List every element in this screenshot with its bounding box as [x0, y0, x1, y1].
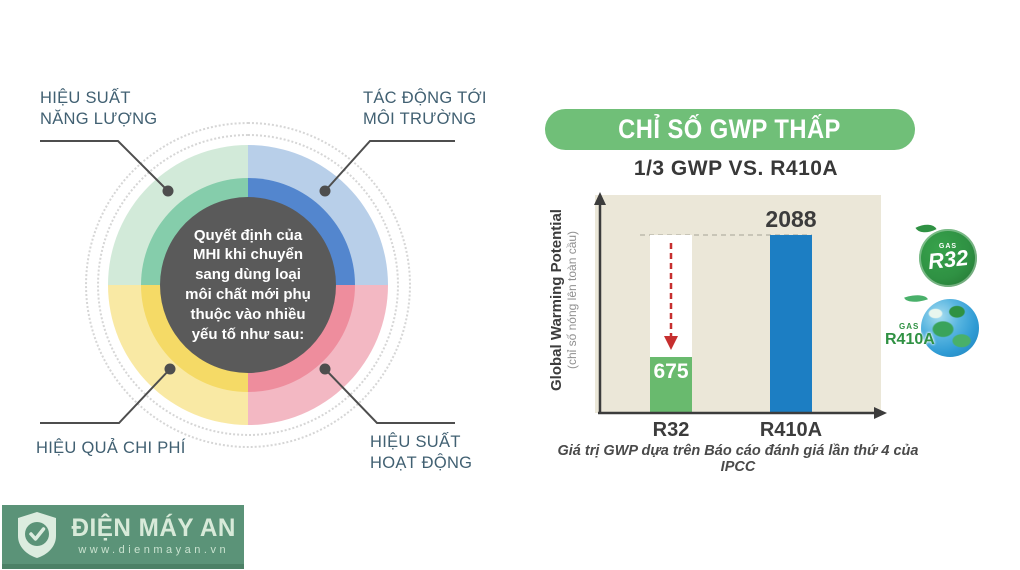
r32-badge-name-text: R32 [926, 244, 970, 275]
r410a-gas-badge: GAS R410A [885, 290, 985, 362]
chart-canvas [594, 192, 887, 419]
r410a-badge-text: GAS R410A [885, 322, 935, 349]
diagram-center-circle: Quyết định của MHI khi chuyển sang dùng … [160, 197, 336, 373]
dienmayan-logo: ĐIỆN MÁY AN www.dienmayan.vn [2, 505, 244, 569]
r32-badge-gas-text: GAS [938, 243, 958, 250]
dotted-ring-inner [97, 134, 399, 436]
reduction-arrow-head-icon [664, 336, 678, 350]
x-tick-r32: R32 [652, 419, 690, 441]
x-axis-arrow-icon [874, 407, 887, 419]
gwp-banner-title: CHỈ SỐ GWP THẤP [618, 114, 842, 144]
gwp-bar-chart: 675 2088 R32 R410A Global Warming Potent… [540, 190, 940, 480]
y-axis-label-main: Global Warming Potential [548, 209, 565, 391]
label-operating-performance: HIỆU SUẤT HOẠT ĐỘNG [370, 433, 473, 473]
label-energy-efficiency: HIỆU SUẤT NĂNG LƯỢNG [40, 89, 158, 129]
logo-url: www.dienmayan.vn [78, 543, 230, 556]
shield-check-icon [18, 511, 56, 558]
bar-value-r32: 675 [653, 360, 689, 383]
logo-title: ĐIỆN MÁY AN [71, 513, 236, 542]
y-axis-label: Global Warming Potential (chỉ số nóng lê… [548, 195, 584, 405]
bar-value-r410a: 2088 [765, 206, 817, 232]
dotted-ring-outer [85, 122, 411, 448]
gwp-subtitle: 1/3 GWP VS. R410A [633, 157, 839, 180]
diagram-center-text: Quyết định của MHI khi chuyển sang dùng … [185, 226, 311, 343]
label-environmental-impact: TÁC ĐỘNG TỚI MÔI TRƯỜNG [363, 89, 487, 129]
globe-icon [921, 299, 979, 357]
y-axis-label-sub: (chỉ số nóng lên toàn cầu) [565, 230, 579, 370]
r32-gas-badge: GAS R32 [915, 219, 979, 289]
r32-badge-circle: GAS R32 [919, 229, 977, 287]
y-axis-arrow-icon [594, 192, 606, 205]
bar-r32 [650, 357, 692, 413]
bar-r410a [770, 235, 812, 413]
chart-plot-area [595, 195, 881, 413]
r410a-badge-gas-text: GAS [899, 322, 920, 331]
gwp-banner: CHỈ SỐ GWP THẤP [545, 109, 915, 150]
x-tick-r410a: R410A [759, 419, 823, 441]
gwp-source-caption: Giá trị GWP dựa trên Báo cáo đánh giá lầ… [557, 443, 919, 475]
r410a-badge-name-text: R410A [885, 331, 935, 348]
label-cost-effectiveness: HIỆU QUẢ CHI PHÍ [36, 439, 186, 457]
